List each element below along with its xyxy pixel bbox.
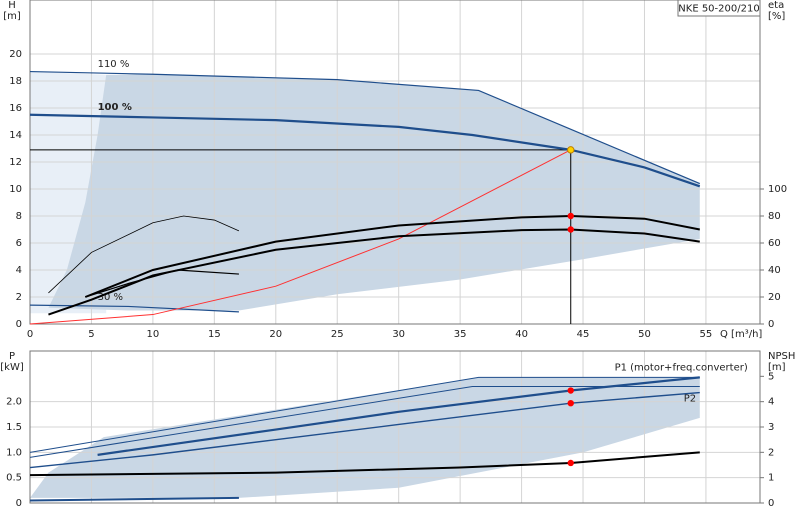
x-tick-label: 45 — [577, 329, 590, 340]
curve-label: 30 % — [98, 292, 123, 303]
x-tick-label: 35 — [454, 329, 467, 340]
curve — [84, 214, 700, 298]
y2-axis-label: [m] — [768, 362, 786, 373]
y2-tick-label: 20 — [768, 292, 781, 303]
curve — [29, 385, 700, 458]
curve — [97, 376, 700, 456]
y-tick-label: 1.5 — [6, 422, 22, 433]
title-box — [677, 0, 761, 17]
curve — [85, 269, 239, 298]
y-axis-label: [m] — [3, 11, 21, 22]
duty-point — [567, 212, 574, 220]
y2-tick-label: 100 — [768, 184, 787, 195]
y-tick-label: 1.0 — [6, 447, 22, 458]
curve — [29, 376, 700, 453]
curve — [29, 113, 701, 188]
chart-title: NKE 50-200/210 — [678, 4, 759, 15]
y2-tick-label: 1 — [768, 473, 774, 484]
y2-tick-label: 0 — [768, 319, 774, 330]
y2-tick-label: 4 — [768, 397, 774, 408]
curve — [29, 391, 700, 469]
y-tick-label: 16 — [9, 103, 22, 114]
y-tick-label: 12 — [9, 157, 22, 168]
y-tick-label: 18 — [9, 76, 22, 87]
y2-tick-label: 40 — [768, 265, 781, 276]
y-axis-label: P — [9, 351, 15, 362]
x-axis-label: Q [m³/h] — [720, 329, 762, 340]
y-tick-label: 2 — [16, 292, 22, 303]
curve — [29, 451, 700, 477]
x-tick-label: 15 — [208, 329, 221, 340]
curve-label: 110 % — [98, 59, 130, 70]
x-tick-label: 25 — [331, 329, 344, 340]
y-axis-label: [kW] — [0, 362, 24, 373]
curve-label: P1 (motor+freq.converter) — [615, 362, 748, 373]
y2-tick-label: 3 — [768, 422, 774, 433]
y2-axis-label: eta — [768, 0, 784, 11]
x-tick-label: 30 — [392, 329, 405, 340]
x-tick-label: 50 — [638, 329, 651, 340]
y2-tick-label: 0 — [768, 498, 774, 509]
x-tick-label: 55 — [700, 329, 713, 340]
y-tick-label: 0 — [16, 319, 22, 330]
curve — [48, 215, 240, 294]
y2-axis-label: [%] — [768, 11, 785, 22]
x-tick-label: 10 — [147, 329, 160, 340]
duty-point — [567, 387, 574, 394]
y-axis-label: H — [8, 0, 16, 11]
duty-point — [567, 226, 574, 233]
y2-tick-label: 5 — [768, 371, 774, 382]
curve — [48, 228, 700, 316]
curve — [29, 304, 239, 313]
x-tick-label: 0 — [27, 329, 33, 340]
y-tick-label: 14 — [9, 130, 22, 141]
plot-frame — [29, 0, 761, 325]
y2-axis-label: NPSH — [768, 351, 795, 362]
y-tick-label: 2.0 — [6, 397, 22, 408]
y-tick-label: 8 — [16, 211, 22, 222]
y-tick-label: 0 — [16, 498, 22, 509]
x-tick-label: 20 — [269, 329, 282, 340]
curve — [29, 149, 571, 325]
curve-label: P2 — [684, 394, 696, 405]
curve — [29, 70, 701, 185]
y2-tick-label: 2 — [768, 447, 774, 458]
y2-tick-label: 80 — [768, 211, 781, 222]
x-tick-label: 5 — [88, 329, 94, 340]
y-tick-label: 10 — [9, 184, 22, 195]
y2-tick-label: 60 — [768, 238, 781, 249]
curve-label: 100 % — [98, 102, 132, 113]
duty-point — [567, 459, 574, 467]
x-tick-label: 40 — [515, 329, 528, 340]
duty-point — [567, 146, 575, 154]
operating-area — [48, 74, 700, 311]
duty-point — [567, 399, 574, 407]
y-tick-label: 6 — [16, 238, 22, 249]
curve — [29, 496, 239, 502]
y-tick-label: 4 — [16, 265, 22, 276]
y-tick-label: 0.5 — [6, 473, 22, 484]
y-tick-label: 20 — [9, 49, 22, 60]
